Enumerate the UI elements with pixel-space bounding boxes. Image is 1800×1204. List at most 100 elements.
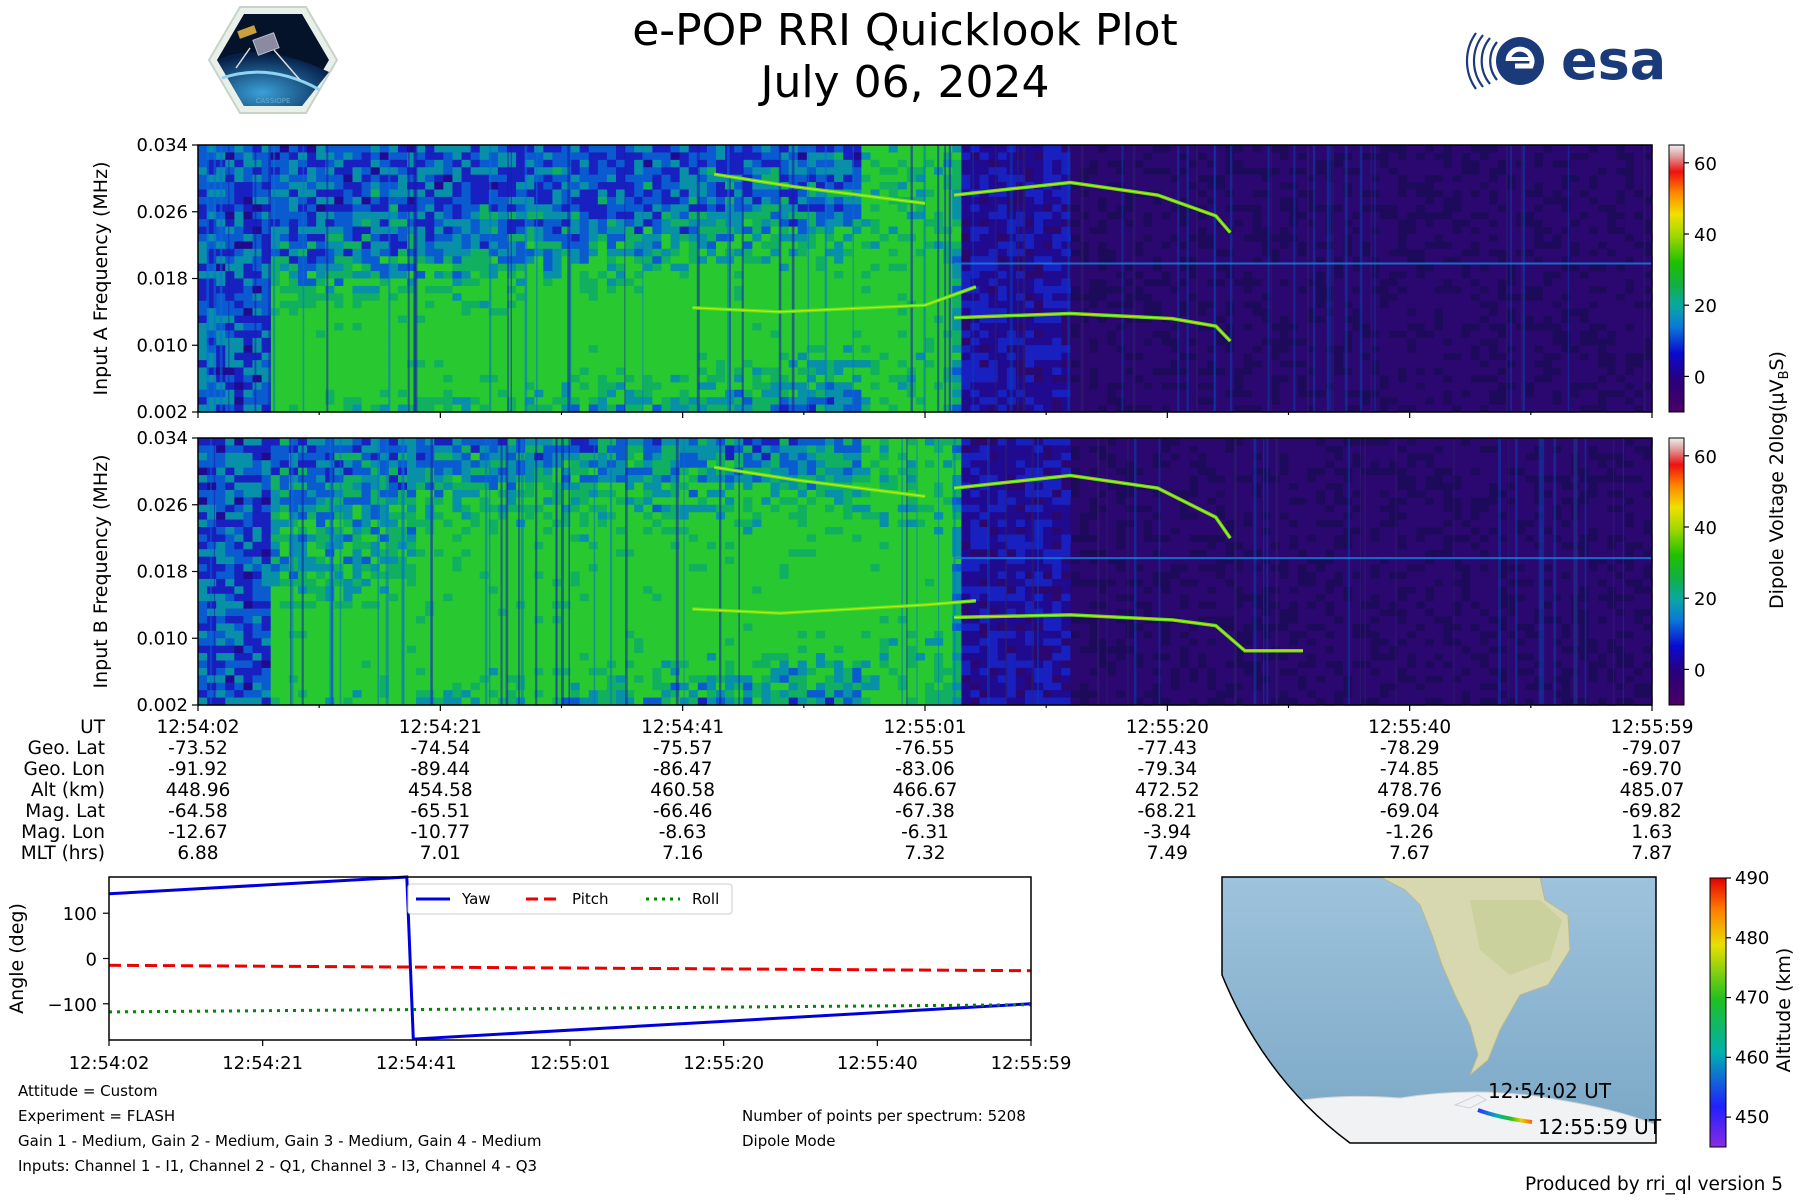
spectrogram-cell <box>643 352 653 361</box>
spectrogram-cell <box>597 345 608 354</box>
spectrogram-cell <box>997 234 1008 243</box>
spectrogram-cell <box>534 367 544 376</box>
spectrogram-cell <box>1024 397 1035 406</box>
spectrogram-cell <box>570 271 581 280</box>
spectrogram-cell <box>534 159 544 168</box>
spectrogram-cell <box>525 204 535 213</box>
spectrogram-cell <box>588 196 599 205</box>
spectrogram-cell <box>888 345 899 354</box>
spectrogram-cell <box>1461 196 1471 205</box>
spectrogram-cell <box>407 389 417 398</box>
spectrogram-cell <box>979 234 990 243</box>
spectrogram-cell <box>734 226 744 235</box>
spectrogram-cell <box>407 159 417 168</box>
spectrogram-cell <box>316 278 326 287</box>
spectrogram-cell <box>361 278 372 287</box>
spectrogram-cell <box>1015 167 1026 176</box>
spectrogram-cell <box>543 152 554 161</box>
spectrogram-cell <box>1315 345 1326 354</box>
spectrogram-cell <box>925 204 935 213</box>
spectrogram-cell <box>925 271 935 280</box>
spectrogram-cell <box>616 219 626 228</box>
spectrogram-cell <box>225 234 235 243</box>
spectrogram-cell <box>1515 241 1526 250</box>
spectrogram-cell <box>1197 404 1208 413</box>
spectrogram-cell <box>334 315 344 324</box>
spectrogram-cell <box>516 360 526 369</box>
spectrogram-cell <box>488 196 499 205</box>
spectrogram-cell <box>734 308 744 317</box>
spectrogram-cell <box>1452 374 1462 383</box>
spectrogram-cell <box>1233 189 1244 198</box>
spectrogram-cell <box>552 256 563 265</box>
spectrogram-cell <box>661 204 672 213</box>
spectrogram-cell <box>1324 278 1335 287</box>
spectrogram-cell <box>416 159 426 168</box>
spectrogram-cell <box>888 248 899 257</box>
spectrogram-cell <box>825 159 835 168</box>
spectrogram-cell <box>1497 226 1508 235</box>
esa-logo-text: esa <box>1561 29 1666 92</box>
spectrogram-cell <box>1515 285 1526 294</box>
spectrogram-cell <box>1061 226 1071 235</box>
spectrogram-cell <box>588 234 599 243</box>
spectrogram-cell <box>1406 374 1417 383</box>
spectrogram-cell <box>1570 315 1580 324</box>
spectrogram-cell <box>434 152 444 161</box>
spectrogram-cell <box>1015 211 1026 220</box>
spectrogram-cell <box>488 263 499 272</box>
spectrogram-cell <box>625 285 635 294</box>
spectrogram-cell <box>770 382 781 391</box>
spectrogram-cell <box>370 241 381 250</box>
spectrogram-cell <box>634 315 644 324</box>
spectrogram-cell <box>897 145 908 154</box>
spectrogram-cell <box>1288 397 1299 406</box>
spectrogram-cell <box>379 389 390 398</box>
spectrogram-cell <box>706 315 717 324</box>
spectrogram-cell <box>1052 234 1062 243</box>
spectrogram-cell <box>1197 352 1208 361</box>
spectrogram-cell <box>416 360 426 369</box>
spectrogram-cell <box>1624 189 1635 198</box>
spectrogram-cell <box>1324 397 1335 406</box>
spectrogram-cell <box>479 367 490 376</box>
spectrogram-cell <box>925 308 935 317</box>
spectrogram-cell <box>706 397 717 406</box>
spectrogram-cell <box>1124 167 1135 176</box>
spectrogram-cell <box>1097 271 1108 280</box>
spectrogram-cell <box>1488 152 1499 161</box>
spectrogram-cell <box>1252 152 1262 161</box>
spectrogram-cell <box>1024 248 1035 257</box>
spectrogram-cell <box>1624 345 1635 354</box>
spectrogram-cell <box>579 174 590 183</box>
spectrogram-cell <box>352 152 363 161</box>
spectrogram-cell <box>425 300 435 309</box>
spectrogram-cell <box>497 337 508 346</box>
spectrogram-cell <box>1052 256 1062 265</box>
spectrogram-cell <box>561 189 572 198</box>
spectrogram-cell <box>688 360 699 369</box>
spectrogram-cell <box>1233 234 1244 243</box>
spectrogram-cell <box>343 278 354 287</box>
spectrogram-cell <box>261 263 272 272</box>
spectrogram-cell <box>1034 337 1044 346</box>
spectrogram-cell <box>1043 174 1053 183</box>
spectrogram-cell <box>634 174 644 183</box>
spectrogram-cell <box>270 315 281 324</box>
spectrogram-cell <box>870 300 881 309</box>
spectrogram-cell <box>825 323 835 332</box>
spectrogram-cell <box>443 145 454 154</box>
spectrogram-cell <box>1143 248 1153 257</box>
spectrogram-cell <box>697 256 708 265</box>
spectrogram-cell <box>797 167 808 176</box>
spectrogram-cell <box>352 219 363 228</box>
spectrogram-cell <box>225 189 235 198</box>
spectrogram-cell <box>779 211 790 220</box>
spectrogram-cell <box>234 145 245 154</box>
spectrogram-cell <box>207 219 217 228</box>
spectrogram-cell <box>479 248 490 257</box>
spectrogram-cell <box>652 315 663 324</box>
spectrogram-cell <box>1297 293 1308 302</box>
spectrogram-cell <box>1179 330 1190 339</box>
spectrogram-cell <box>1479 189 1490 198</box>
